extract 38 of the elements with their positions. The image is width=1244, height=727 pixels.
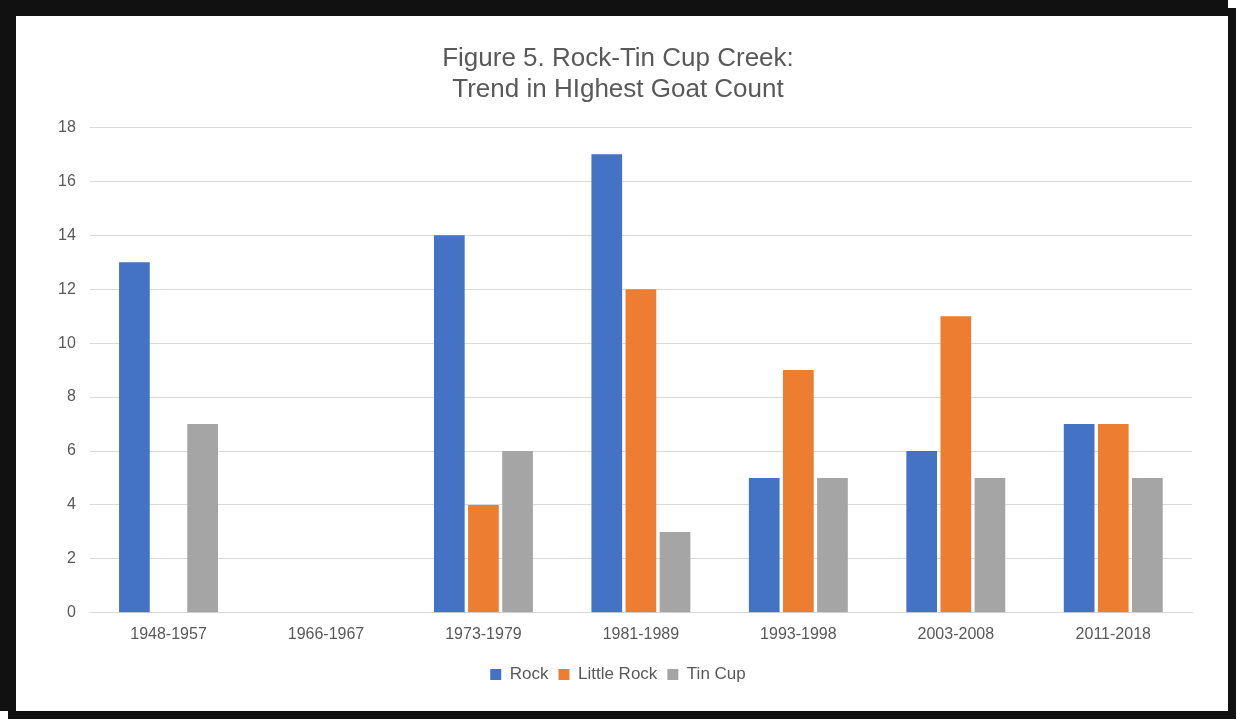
bar [974,477,1006,613]
y-tick-label: 8 [66,387,76,405]
y-tick-label: 14 [58,225,76,243]
bar [187,424,218,613]
x-tick-label: 1948-1957 [130,624,207,642]
x-tick-label: 2003-2008 [917,624,995,642]
bar [468,504,499,613]
chart-title: Figure 5. Rock-Tin Cup Creek: Trend in HIghest Goat Count [442,41,794,103]
bar [1132,477,1163,613]
x-tick-label: 1966-1967 [287,624,365,642]
y-tick-label: 0 [66,603,76,621]
x-tick-label: 1993-1998 [760,624,837,642]
bar [783,370,814,613]
bar [1063,424,1095,613]
y-tick-label: 12 [58,279,76,297]
bar [591,154,623,613]
legend-label: Little Rock [577,664,658,684]
y-tick-label: 16 [58,171,76,189]
bar [1097,424,1129,613]
bar [625,289,657,613]
y-tick-label: 10 [58,333,76,351]
legend-label: Tin Cup [686,664,746,684]
bar [659,531,691,613]
x-tick-label: 1981-1989 [602,624,680,642]
bar [119,262,150,613]
y-tick-label: 18 [58,117,76,135]
bar [748,477,780,613]
x-tick-label: 1973-1979 [445,624,522,642]
legend-label: Rock [509,664,549,684]
y-tick-label: 2 [66,549,76,567]
bar [817,477,848,613]
bar [433,235,465,613]
y-tick-label: 6 [66,441,76,459]
x-tick-label: 2011-2018 [1075,624,1152,642]
bar [906,451,938,613]
bar [940,316,972,613]
bar [502,451,533,613]
y-tick-label: 4 [66,495,76,513]
